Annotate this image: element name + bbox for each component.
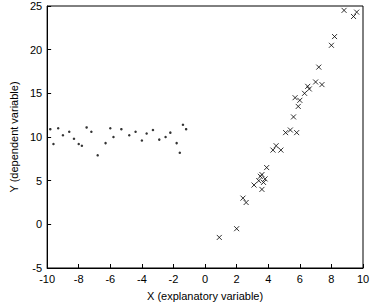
- svg-text:10: 10: [357, 273, 369, 285]
- svg-text:-6: -6: [105, 273, 115, 285]
- svg-text:0: 0: [202, 273, 208, 285]
- svg-text:10: 10: [30, 131, 42, 143]
- svg-text:20: 20: [30, 44, 42, 56]
- svg-text:X (explanatory variable): X (explanatory variable): [147, 290, 263, 302]
- svg-text:-8: -8: [74, 273, 84, 285]
- svg-text:-10: -10: [39, 273, 55, 285]
- svg-text:15: 15: [30, 87, 42, 99]
- svg-text:8: 8: [328, 273, 334, 285]
- svg-text:2: 2: [234, 273, 240, 285]
- svg-text:4: 4: [265, 273, 271, 285]
- svg-text:-2: -2: [169, 273, 179, 285]
- svg-text:6: 6: [297, 273, 303, 285]
- svg-text:Y (dependent variable): Y (dependent variable): [8, 81, 20, 192]
- svg-text:5: 5: [36, 175, 42, 187]
- svg-text:-4: -4: [137, 273, 147, 285]
- svg-text:25: 25: [30, 0, 42, 12]
- svg-text:0: 0: [36, 218, 42, 230]
- svg-text:-5: -5: [32, 262, 43, 274]
